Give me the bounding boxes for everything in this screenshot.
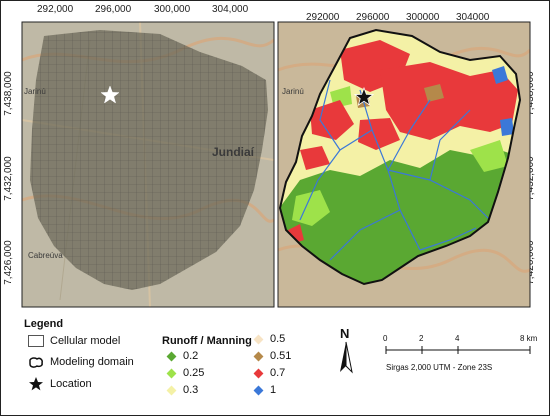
- cellular-grid: [30, 30, 268, 290]
- legend-item-modeling-domain: Modeling domain: [28, 356, 134, 368]
- scale-caption: Sirgas 2,000 UTM - Zone 23S: [386, 363, 493, 372]
- class-item: 1: [253, 384, 276, 396]
- scale-tick-label: 0: [383, 334, 388, 343]
- legend-item-location: Location: [28, 377, 92, 391]
- class-swatch: [253, 351, 264, 362]
- north-arrow-icon: [340, 341, 353, 374]
- box-icon: [28, 335, 44, 347]
- location-star-icon: [353, 86, 375, 106]
- class-item: 0.3: [166, 384, 198, 396]
- left-x-tick: 296,000: [95, 4, 132, 15]
- scale-tick-label: 8 km: [520, 334, 538, 343]
- left-map: Jundiaí Cabreúva Jarinú: [22, 22, 274, 307]
- legend-title: Legend: [24, 318, 64, 330]
- modeling-domain-outline: [278, 28, 522, 286]
- class-swatch: [253, 385, 264, 396]
- place-label: Jundiaí: [212, 145, 255, 159]
- scale-tick-label: 2: [419, 334, 424, 343]
- place-label: Jarinú: [24, 87, 46, 96]
- class-swatch: [166, 351, 177, 362]
- class-item: 0.25: [166, 367, 204, 379]
- left-x-tick: 304,000: [212, 4, 249, 15]
- right-map: Jarinú: [278, 22, 530, 307]
- right-x-tick: 304000: [456, 12, 490, 23]
- star-icon: [29, 377, 43, 391]
- left-x-tick: 300,000: [154, 4, 191, 15]
- drainage-network: [299, 79, 491, 261]
- scale-bar: [385, 346, 531, 354]
- legend-item-cellular-model: Cellular model: [28, 335, 120, 347]
- location-star-icon: [100, 85, 120, 104]
- class-swatch: [253, 368, 264, 379]
- class-item: 0.2: [166, 350, 198, 362]
- outline-shape-icon: [29, 357, 43, 368]
- right-x-tick: 300000: [406, 12, 440, 23]
- right-x-tick: 296000: [356, 12, 390, 23]
- class-item: 0.5: [253, 333, 285, 345]
- place-label: Cabreúva: [28, 251, 63, 260]
- classes-title: Runoff / Manning: [162, 335, 252, 347]
- class-swatch: [166, 385, 177, 396]
- place-label: Jarinú: [282, 87, 304, 96]
- scale-tick-label: 4: [455, 334, 460, 343]
- class-swatch: [166, 368, 177, 379]
- right-x-tick: 292000: [306, 12, 340, 23]
- north-label: N: [340, 326, 349, 341]
- class-swatch: [253, 334, 264, 345]
- class-item: 0.51: [253, 350, 291, 362]
- left-x-tick: 292,000: [37, 4, 74, 15]
- class-item: 0.7: [253, 367, 285, 379]
